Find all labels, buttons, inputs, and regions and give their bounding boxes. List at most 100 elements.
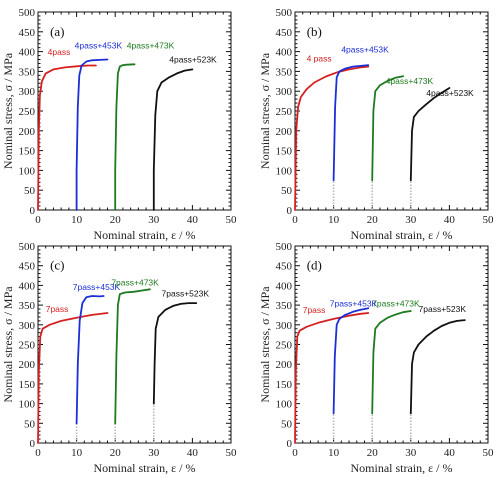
y-tick-label: 150 [19, 146, 36, 158]
x-tick-label: 20 [367, 447, 379, 459]
series-line-4pass-523k [409, 87, 451, 182]
y-tick-label: 400 [19, 47, 36, 59]
series-line-4-pass [294, 65, 370, 211]
series-label: 7pass+453K [73, 282, 121, 292]
y-tick-label: 300 [276, 320, 293, 332]
x-tick-label: 50 [483, 447, 495, 459]
x-tick-label: 30 [148, 447, 160, 459]
x-tick-label: 40 [444, 447, 456, 459]
y-tick-label: 50 [281, 185, 293, 197]
y-tick-label: 200 [276, 359, 293, 371]
plot-frame [37, 245, 232, 444]
panel-c: 0 10 20 30 40 5005010015020025030035040045050… [1, 241, 237, 475]
y-tick-label: 150 [276, 146, 293, 158]
y-tick-label: 300 [276, 86, 293, 98]
series-line-7pass-523k [409, 319, 466, 415]
x-axis-title: Nominal strain, ε / % [350, 228, 452, 242]
panel-tag: (c) [50, 258, 64, 273]
series-label: 4pass+473K [386, 76, 434, 86]
y-tick-label: 500 [19, 7, 36, 19]
panel-tag: (a) [50, 24, 64, 39]
y-tick-label: 400 [19, 280, 36, 292]
series-label: 4pass+453K [75, 40, 123, 50]
plot-frame [294, 11, 489, 211]
series-label: 4 pass [307, 54, 332, 64]
series-label: 4pass [48, 47, 71, 57]
series-line-7pass [294, 312, 370, 444]
series-line-7pass-453k [332, 307, 370, 415]
x-axis-title: Nominal strain, ε / % [93, 461, 195, 475]
y-axis-title: Nominal stress, σ / MPa [258, 286, 272, 403]
series-line-4pass-473k [371, 75, 404, 182]
y-tick-label: 400 [276, 280, 293, 292]
series-line-7pass-453k [75, 295, 105, 425]
x-tick-label: 40 [444, 214, 456, 226]
series-label: 7pass+523K [419, 304, 467, 314]
x-tick-label: 0 [292, 447, 298, 459]
series-label: 7pass+473K [111, 277, 159, 287]
y-axis-title: Nominal stress, σ / MPa [1, 286, 15, 403]
series-label: 7pass+523K [162, 288, 210, 298]
x-tick-label: 20 [367, 214, 379, 226]
y-tick-label: 350 [19, 66, 36, 78]
y-tick-label: 0 [287, 205, 293, 217]
x-tick-label: 10 [328, 447, 340, 459]
y-tick-label: 0 [287, 438, 293, 450]
series-label: 7pass [303, 305, 326, 315]
y-tick-label: 200 [276, 126, 293, 138]
series-label: 4pass+523K [426, 88, 474, 98]
series-line-4pass-453k [332, 64, 370, 182]
y-tick-label: 100 [276, 399, 293, 411]
x-tick-label: 10 [328, 214, 340, 226]
y-tick-label: 400 [276, 47, 293, 59]
panel-d: 0 10 20 30 40 5005010015020025030035040045050… [258, 241, 494, 475]
y-tick-label: 300 [19, 320, 36, 332]
x-tick-label: 10 [71, 214, 83, 226]
panel-a: 0 10 20 30 40 5005010015020025030035040045050… [1, 7, 237, 242]
x-tick-label: 40 [187, 447, 199, 459]
x-tick-label: 0 [35, 447, 41, 459]
y-tick-label: 100 [19, 399, 36, 411]
y-tick-label: 350 [276, 300, 293, 312]
y-tick-label: 500 [19, 241, 36, 253]
y-axis-title: Nominal stress, σ / MPa [258, 52, 272, 169]
y-tick-label: 100 [19, 165, 36, 177]
panel-b: 0 10 20 30 40 5005010015020025030035040045050… [258, 7, 494, 242]
y-tick-label: 500 [276, 7, 293, 19]
series-line-7pass-473k [114, 288, 151, 425]
series-label: 7pass [46, 304, 69, 314]
x-tick-label: 30 [405, 447, 417, 459]
y-tick-label: 200 [19, 126, 36, 138]
series-line-7pass-523k [152, 302, 198, 405]
y-tick-label: 450 [276, 261, 293, 273]
series-line-7pass-473k [371, 310, 412, 415]
y-axis-title: Nominal stress, σ / MPa [1, 52, 15, 169]
y-tick-label: 50 [24, 185, 36, 197]
x-tick-label: 0 [292, 214, 298, 226]
y-tick-label: 100 [276, 165, 293, 177]
series-label: 4pass+523K [169, 55, 217, 65]
x-tick-label: 50 [226, 214, 238, 226]
y-tick-label: 450 [276, 27, 293, 39]
x-tick-label: 50 [226, 447, 238, 459]
series-line-4pass [37, 64, 97, 211]
y-tick-label: 250 [276, 340, 293, 352]
x-tick-label: 0 [35, 214, 41, 226]
y-tick-label: 200 [19, 359, 36, 371]
series-label: 4pass+473K [127, 40, 175, 50]
series-line-4pass-453k [75, 58, 109, 211]
x-axis-title: Nominal strain, ε / % [93, 228, 195, 242]
y-tick-label: 250 [276, 106, 293, 118]
x-tick-label: 40 [187, 214, 199, 226]
y-tick-label: 350 [276, 66, 293, 78]
y-tick-label: 250 [19, 340, 36, 352]
x-tick-label: 20 [110, 214, 122, 226]
y-tick-label: 350 [19, 300, 36, 312]
y-tick-label: 450 [19, 27, 36, 39]
panel-tag: (b) [307, 24, 322, 39]
y-tick-label: 250 [19, 106, 36, 118]
y-tick-label: 0 [30, 438, 36, 450]
x-axis-title: Nominal strain, ε / % [350, 461, 452, 475]
x-tick-label: 20 [110, 447, 122, 459]
